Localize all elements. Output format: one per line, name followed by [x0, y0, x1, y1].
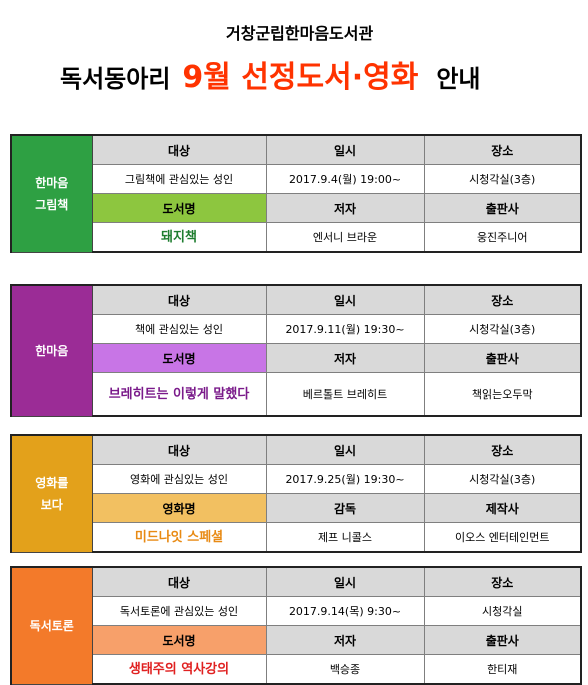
header-date: 일시 — [265, 566, 425, 597]
item-title: 브레히트는 이렇게 말했다 — [91, 372, 267, 417]
header-item: 도서명 — [91, 343, 267, 373]
title-part-notice: 안내 — [436, 65, 481, 93]
header-place: 장소 — [423, 566, 582, 597]
club-name-cell: 한마음 그림책 — [10, 134, 93, 253]
place-value: 시청각실 — [423, 596, 582, 626]
header-publisher: 출판사 — [423, 625, 582, 655]
creator-value: 엔서니 브라운 — [265, 222, 425, 253]
title-part-club: 독서동아리 — [60, 65, 171, 93]
club-name-line2: 보다 — [40, 497, 63, 512]
header-item: 영화명 — [91, 493, 267, 523]
header-place: 장소 — [423, 434, 582, 465]
date-value: 2017.9.11(월) 19:30~ — [265, 314, 425, 344]
header-target: 대상 — [91, 134, 267, 165]
club-name-line1: 한마음 — [35, 343, 69, 358]
club-name-cell: 영화를 보다 — [10, 434, 93, 553]
header-date: 일시 — [265, 434, 425, 465]
header-target: 대상 — [91, 566, 267, 597]
header-target: 대상 — [91, 434, 267, 465]
date-value: 2017.9.4(월) 19:00~ — [265, 164, 425, 194]
item-title: 미드나잇 스페셜 — [91, 522, 267, 553]
target-value: 독서토론에 관심있는 성인 — [91, 596, 267, 626]
header-item: 도서명 — [91, 625, 267, 655]
header-creator: 저자 — [265, 625, 425, 655]
organization-name: 거창군립한마음도서관 — [226, 24, 374, 43]
place-value: 시청각실(3층) — [423, 164, 582, 194]
club-table-picturebook: 한마음 그림책 대상 일시 장소 그림책에 관심있는 성인 2017.9.4(월… — [10, 134, 582, 253]
header-date: 일시 — [265, 134, 425, 165]
creator-value: 백승종 — [265, 654, 425, 685]
item-title: 돼지책 — [91, 222, 267, 253]
club-table-movie: 영화를 보다 대상 일시 장소 영화에 관심있는 성인 2017.9.25(월)… — [10, 434, 582, 553]
place-value: 시청각실(3층) — [423, 314, 582, 344]
target-value: 그림책에 관심있는 성인 — [91, 164, 267, 194]
header-creator: 저자 — [265, 193, 425, 223]
header-place: 장소 — [423, 134, 582, 165]
publisher-value: 책읽는오두막 — [423, 372, 582, 417]
date-value: 2017.9.14(목) 9:30~ — [265, 596, 425, 626]
date-value: 2017.9.25(월) 19:30~ — [265, 464, 425, 494]
club-name-cell: 독서토론 — [10, 566, 93, 685]
page-header: 거창군립한마음도서관 독서동아리 9월 선정도서·영화 안내 — [0, 0, 588, 110]
header-target: 대상 — [91, 284, 267, 315]
club-name-cell: 한마음 — [10, 284, 93, 417]
club-name-line1: 독서토론 — [29, 618, 74, 633]
publisher-value: 이오스 엔터테인먼트 — [423, 522, 582, 553]
place-value: 시청각실(3층) — [423, 464, 582, 494]
header-publisher: 출판사 — [423, 343, 582, 373]
club-table-discussion: 독서토론 대상 일시 장소 독서토론에 관심있는 성인 2017.9.14(목)… — [10, 566, 582, 685]
target-value: 책에 관심있는 성인 — [91, 314, 267, 344]
club-name-line1: 한마음 — [35, 175, 69, 190]
club-name-line1: 영화를 — [35, 475, 69, 490]
creator-value: 베르톨트 브레히트 — [265, 372, 425, 417]
club-table-hanmaeum: 한마음 대상 일시 장소 책에 관심있는 성인 2017.9.11(월) 19:… — [10, 284, 582, 417]
target-value: 영화에 관심있는 성인 — [91, 464, 267, 494]
header-creator: 저자 — [265, 343, 425, 373]
header-item: 도서명 — [91, 193, 267, 223]
page-title: 독서동아리 9월 선정도서·영화 안내 — [60, 52, 560, 96]
item-title: 생태주의 역사강의 — [91, 654, 267, 685]
club-name-line2: 그림책 — [35, 197, 69, 212]
header-publisher: 출판사 — [423, 193, 582, 223]
header-publisher: 제작사 — [423, 493, 582, 523]
header-creator: 감독 — [265, 493, 425, 523]
title-highlight: 9월 선정도서·영화 — [182, 60, 419, 95]
creator-value: 제프 니콜스 — [265, 522, 425, 553]
publisher-value: 한티재 — [423, 654, 582, 685]
header-date: 일시 — [265, 284, 425, 315]
publisher-value: 웅진주니어 — [423, 222, 582, 253]
header-place: 장소 — [423, 284, 582, 315]
